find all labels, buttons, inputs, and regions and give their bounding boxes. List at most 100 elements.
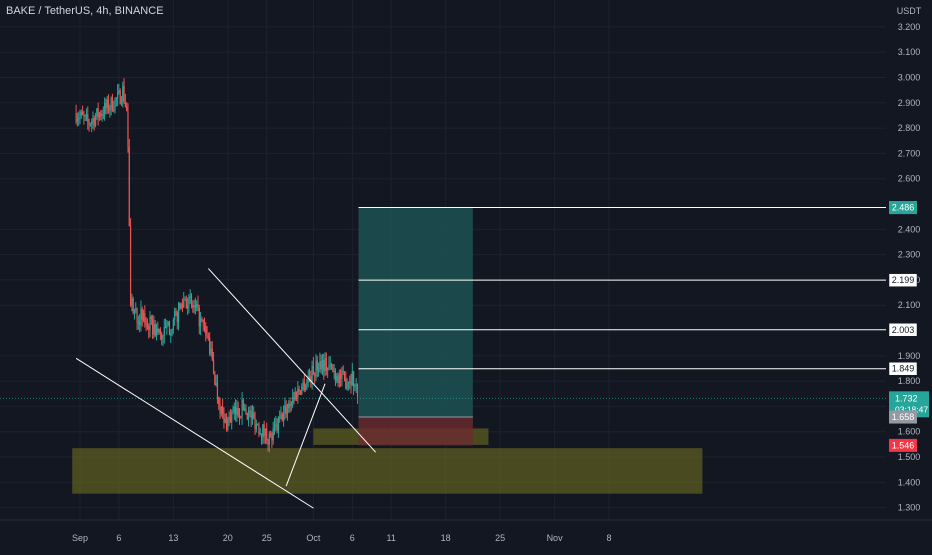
candle-down xyxy=(246,412,248,420)
candle-up xyxy=(183,300,185,308)
candle-up xyxy=(78,118,80,120)
candle-up xyxy=(122,85,124,102)
candle-down xyxy=(342,370,344,372)
candle-up xyxy=(247,410,250,420)
price-tag-label: 1.546 xyxy=(892,440,915,450)
candle-up xyxy=(162,335,164,340)
demand-zone-wide xyxy=(72,448,703,494)
candle-down xyxy=(325,358,327,371)
candle-up xyxy=(177,303,180,323)
candle-up xyxy=(79,115,81,119)
candle-up xyxy=(158,328,160,333)
time-tick-label: 8 xyxy=(607,533,612,543)
drawings-layer xyxy=(0,207,886,509)
candle-up xyxy=(280,413,282,419)
price-tick-label: 2.800 xyxy=(898,123,921,133)
candle-up xyxy=(89,123,91,125)
level-label-box xyxy=(888,273,918,287)
candle-up xyxy=(166,325,168,329)
candle-down xyxy=(298,388,300,392)
price-tick-label: 2.900 xyxy=(898,98,921,108)
price-tick-label: 1.300 xyxy=(898,503,921,513)
candle-up xyxy=(273,425,276,428)
time-tick-label: Sep xyxy=(72,533,88,543)
candle-up xyxy=(92,117,94,122)
time-tick-label: Nov xyxy=(547,533,564,543)
candle-up xyxy=(284,405,286,413)
candle-down xyxy=(146,324,149,327)
candle-down xyxy=(209,337,211,354)
candle-down xyxy=(87,114,89,122)
candle-up xyxy=(308,376,311,378)
candle-up xyxy=(188,298,190,306)
candle-down xyxy=(334,370,337,381)
candle-down xyxy=(181,304,184,308)
candle-up xyxy=(336,375,338,381)
candle-up xyxy=(354,385,356,387)
candle-up xyxy=(302,382,304,387)
candle-up xyxy=(255,424,257,430)
candle-up xyxy=(155,328,158,336)
candle-down xyxy=(270,433,272,435)
candle-down xyxy=(218,397,220,405)
price-tick-label: 1.900 xyxy=(898,351,921,361)
price-tag xyxy=(889,438,917,452)
candle-up xyxy=(187,305,189,309)
candle-down xyxy=(123,85,125,102)
candle-up xyxy=(321,359,324,370)
candle-up xyxy=(142,313,145,321)
candle-up xyxy=(114,98,116,110)
candle-down xyxy=(107,99,110,111)
price-tag xyxy=(889,410,917,424)
candle-up xyxy=(174,311,176,320)
candle-up xyxy=(131,298,133,306)
candle-down xyxy=(161,333,163,340)
price-tick-label: 1.600 xyxy=(898,427,921,437)
candle-up xyxy=(328,364,330,368)
candle-up xyxy=(140,308,142,325)
candle-up xyxy=(244,408,246,411)
candle-up xyxy=(315,360,317,377)
price-tag-label: 1.658 xyxy=(892,412,915,422)
candle-up xyxy=(171,329,173,335)
candle-up xyxy=(167,321,169,326)
candle-up xyxy=(288,403,290,409)
candle-up xyxy=(118,90,120,92)
time-tick-label: 6 xyxy=(116,533,121,543)
candle-down xyxy=(194,305,197,308)
candle-up xyxy=(236,408,238,415)
price-tick-label: 1.800 xyxy=(898,376,921,386)
candle-down xyxy=(176,312,178,323)
candle-down xyxy=(126,106,128,112)
candle-up xyxy=(327,367,329,371)
candle-down xyxy=(320,361,322,370)
time-tick-label: 25 xyxy=(495,533,505,543)
candle-up xyxy=(101,114,103,117)
channel-lower-line xyxy=(75,357,314,509)
candle-up xyxy=(233,406,235,413)
price-tags-layer: 2.4862.1992.0031.8492.4861.73203:18:471.… xyxy=(888,200,929,452)
candle-down xyxy=(150,316,152,320)
candle-down xyxy=(75,112,77,122)
candle-up xyxy=(275,424,277,426)
candle-down xyxy=(100,113,102,117)
candle-down xyxy=(132,298,134,313)
candle-down xyxy=(253,413,255,419)
candle-down xyxy=(141,308,143,321)
candle-down xyxy=(157,328,159,333)
price-tag-label: 2.486 xyxy=(892,203,915,213)
candle-down xyxy=(237,408,239,417)
candle-down xyxy=(206,333,208,337)
candle-up xyxy=(241,399,243,417)
candle-up xyxy=(292,397,294,404)
candle-down xyxy=(276,424,278,431)
time-axis-background xyxy=(0,520,932,550)
candle-down xyxy=(124,101,126,107)
last-price-label: 1.732 xyxy=(895,393,918,403)
candle-down xyxy=(148,326,150,330)
candle-down xyxy=(152,319,154,335)
candle-up xyxy=(347,382,350,385)
candle-up xyxy=(290,403,292,406)
